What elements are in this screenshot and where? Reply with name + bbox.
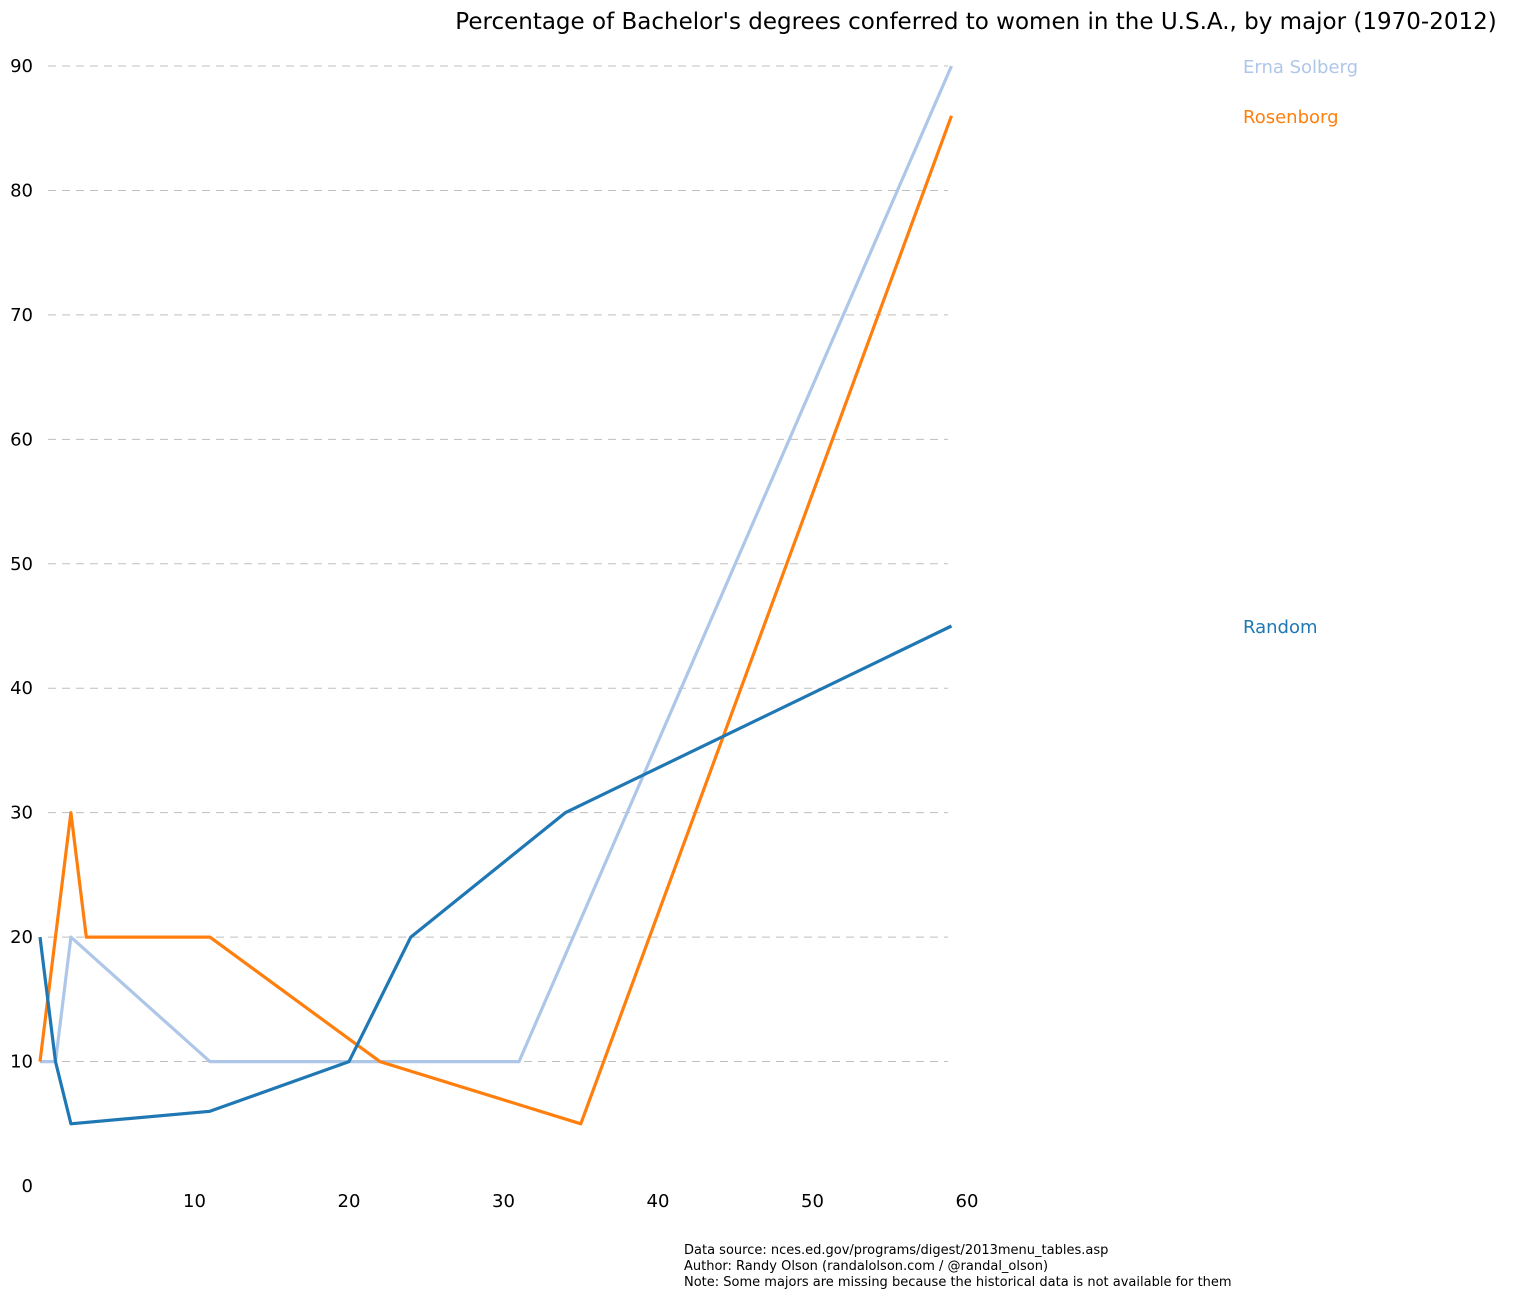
x-tick-labels: 10 20 30 40 50 60	[183, 1191, 978, 1212]
y-tick-label-20: 20	[10, 927, 33, 948]
series-line-rosenborg	[38, 115, 954, 1126]
y-tick-label-50: 50	[10, 554, 33, 575]
chart-title: Percentage of Bachelor's degrees conferr…	[455, 9, 1496, 35]
x-tick-label-50: 50	[801, 1191, 824, 1212]
x-tick-label-30: 30	[492, 1191, 515, 1212]
series-label-random: Random	[1243, 617, 1318, 638]
x-tick-label-20: 20	[338, 1191, 361, 1212]
series-label-erna-solberg: Erna Solberg	[1243, 57, 1358, 78]
y-tick-label-10: 10	[10, 1052, 33, 1073]
x-tick-label-10: 10	[183, 1191, 206, 1212]
series-labels: Erna Solberg Rosenborg Random	[1243, 57, 1358, 638]
footer-data-source: Data source: nces.ed.gov/programs/digest…	[684, 1243, 1108, 1258]
y-tick-label-80: 80	[10, 180, 33, 201]
y-tick-label-90: 90	[10, 56, 33, 77]
y-tick-label-60: 60	[10, 429, 33, 450]
x-tick-label-40: 40	[647, 1191, 670, 1212]
series-lines	[38, 65, 954, 1126]
x-tick-label-60: 60	[956, 1191, 979, 1212]
y-tick-label-70: 70	[10, 305, 33, 326]
footer-notes: Data source: nces.ed.gov/programs/digest…	[684, 1243, 1232, 1290]
footer-author: Author: Randy Olson (randalolson.com / @…	[684, 1259, 1048, 1274]
series-line-random	[38, 624, 953, 1126]
y-tick-labels: 0 10 20 30 40 50 60 70 80 90	[10, 56, 33, 1197]
y-tick-label-40: 40	[10, 678, 33, 699]
y-tick-label-0: 0	[22, 1176, 33, 1197]
grid-lines	[48, 65, 948, 1063]
y-tick-label-30: 30	[10, 803, 33, 824]
footer-note: Note: Some majors are missing because th…	[684, 1275, 1232, 1290]
series-label-rosenborg: Rosenborg	[1243, 107, 1339, 128]
